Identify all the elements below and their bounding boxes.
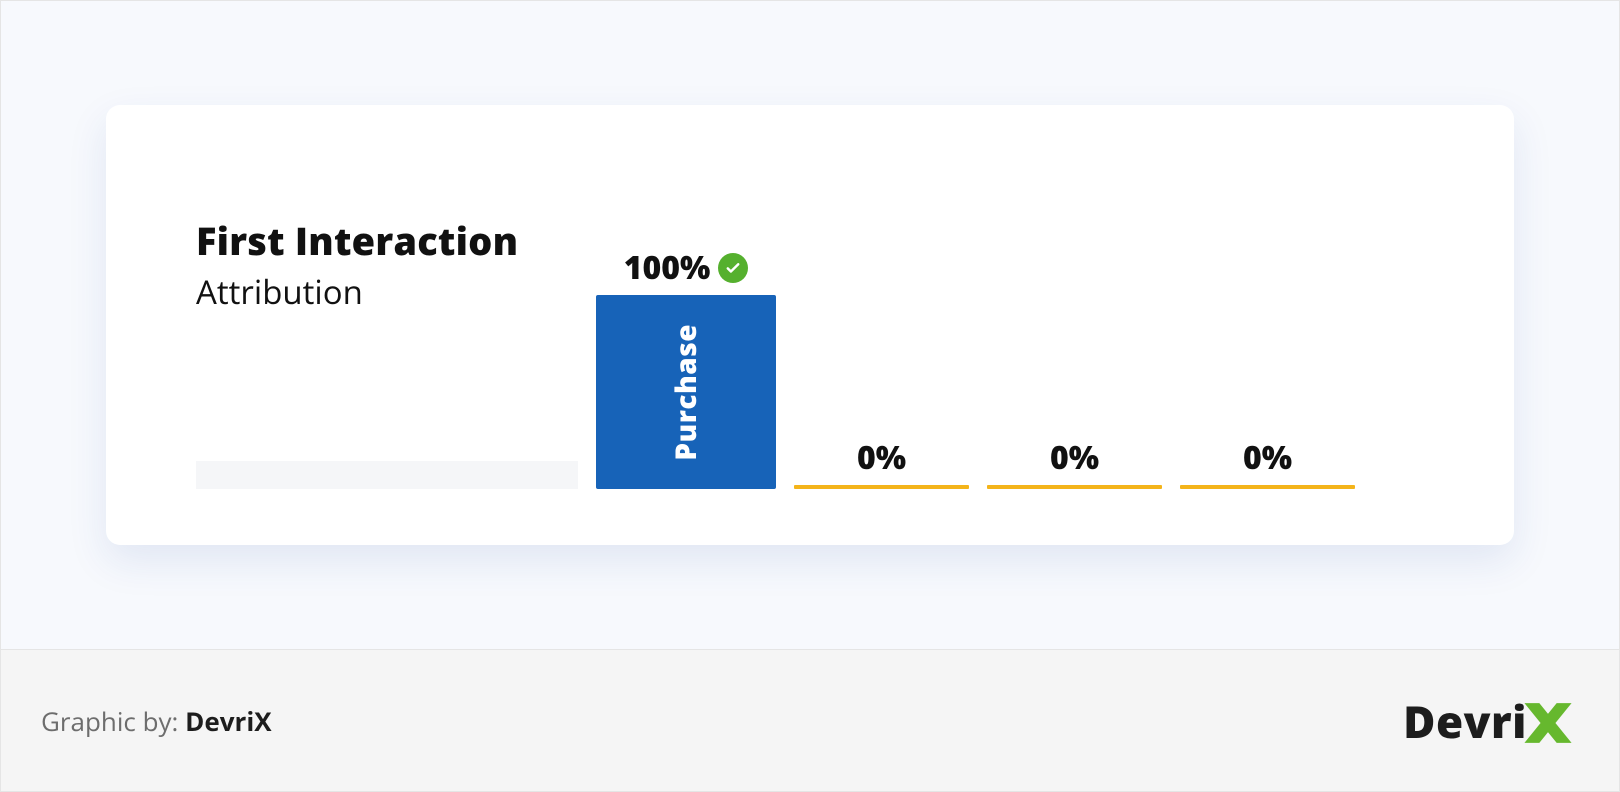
primary-bar-slot: 100% Purchase <box>596 246 776 489</box>
credit-name: DevriX <box>185 703 271 739</box>
zero-percent: 0% <box>1243 436 1292 479</box>
placeholder-slot <box>196 461 578 489</box>
bars-row: 100% Purchase 0% 0% 0% <box>196 246 1355 489</box>
devrix-logo: Devri <box>1403 688 1579 754</box>
primary-bar: Purchase <box>596 295 776 489</box>
content-card: First Interaction Attribution 100% Purc <box>106 105 1514 545</box>
logo-x-icon <box>1517 692 1579 754</box>
check-icon <box>718 253 748 283</box>
upper-panel: First Interaction Attribution 100% Purc <box>1 1 1619 649</box>
zero-bar-line <box>1180 485 1355 489</box>
credit-line: Graphic by: DevriX <box>41 703 272 739</box>
placeholder-bar <box>196 461 578 489</box>
zero-percent: 0% <box>857 436 906 479</box>
primary-value-label: 100% <box>624 246 749 289</box>
graphic-frame: First Interaction Attribution 100% Purc <box>0 0 1620 792</box>
zero-bar-slot: 0% <box>794 436 969 489</box>
zero-bar-line <box>794 485 969 489</box>
zero-bar-slot: 0% <box>987 436 1162 489</box>
logo-text: Devri <box>1403 691 1527 751</box>
zero-bar-line <box>987 485 1162 489</box>
primary-bar-label: Purchase <box>667 324 705 461</box>
credit-prefix: Graphic by: <box>41 703 185 739</box>
primary-percent: 100% <box>624 246 711 289</box>
zero-percent: 0% <box>1050 436 1099 479</box>
zero-bar-slot: 0% <box>1180 436 1355 489</box>
footer: Graphic by: DevriX Devri <box>1 649 1619 791</box>
